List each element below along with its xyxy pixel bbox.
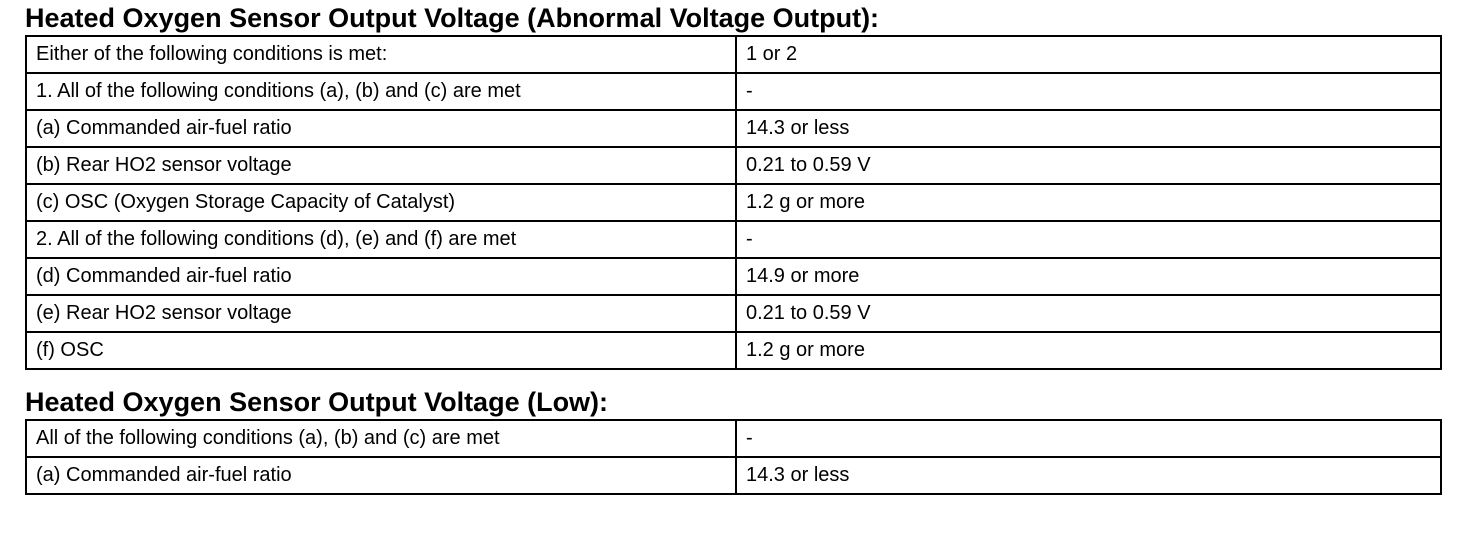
condition-cell: (a) Commanded air-fuel ratio [25,109,737,148]
condition-cell: (c) OSC (Oxygen Storage Capacity of Cata… [25,183,737,222]
value-cell: 1.2 g or more [735,331,1442,370]
condition-cell: (b) Rear HO2 sensor voltage [25,146,737,185]
value-cell: 14.3 or less [735,109,1442,148]
value-cell: 14.9 or more [735,257,1442,296]
value-cell: - [735,419,1442,458]
table-row: Either of the following conditions is me… [25,35,1442,74]
table-row: (e) Rear HO2 sensor voltage 0.21 to 0.59 … [25,294,1442,333]
table-row: (b) Rear HO2 sensor voltage 0.21 to 0.59 … [25,146,1442,185]
table-row: (a) Commanded air-fuel ratio 14.3 or less [25,109,1442,148]
section-title: Heated Oxygen Sensor Output Voltage (Abn… [25,3,880,33]
table-body: Either of the following conditions is me… [25,35,1442,370]
condition-cell: (d) Commanded air-fuel ratio [25,257,737,296]
condition-cell: 2. All of the following conditions (d), … [25,220,737,259]
document: Heated Oxygen Sensor Output Voltage (Abn… [25,3,1442,495]
section-title: Heated Oxygen Sensor Output Voltage (Low… [25,387,609,417]
table-row: 2. All of the following conditions (d), … [25,220,1442,259]
table-row: All of the following conditions (a), (b)… [25,419,1442,458]
condition-cell: All of the following conditions (a), (b)… [25,419,737,458]
table-row: (c) OSC (Oxygen Storage Capacity of Cata… [25,183,1442,222]
condition-cell: 1. All of the following conditions (a), … [25,72,737,111]
condition-table: All of the following conditions (a), (b)… [25,419,1442,495]
value-cell: - [735,220,1442,259]
table-row: (a) Commanded air-fuel ratio 14.3 or less [25,456,1442,495]
table-row: 1. All of the following conditions (a), … [25,72,1442,111]
condition-cell: (a) Commanded air-fuel ratio [25,456,737,495]
table-body: All of the following conditions (a), (b)… [25,419,1442,495]
table-row: (d) Commanded air-fuel ratio 14.9 or more [25,257,1442,296]
value-cell: 1.2 g or more [735,183,1442,222]
value-cell: 14.3 or less [735,456,1442,495]
condition-cell: (f) OSC [25,331,737,370]
table-row: (f) OSC 1.2 g or more [25,331,1442,370]
value-cell: 1 or 2 [735,35,1442,74]
condition-table: Either of the following conditions is me… [25,35,1442,370]
condition-cell: Either of the following conditions is me… [25,35,737,74]
condition-cell: (e) Rear HO2 sensor voltage [25,294,737,333]
value-cell: 0.21 to 0.59 V [735,146,1442,185]
value-cell: 0.21 to 0.59 V [735,294,1442,333]
value-cell: - [735,72,1442,111]
